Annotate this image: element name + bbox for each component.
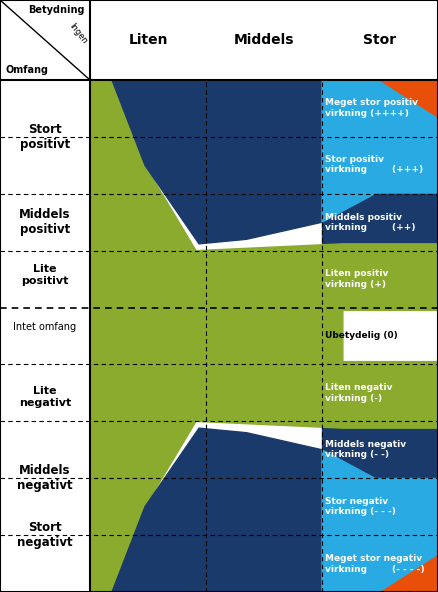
Polygon shape xyxy=(90,80,438,592)
Polygon shape xyxy=(112,80,322,244)
Polygon shape xyxy=(380,555,438,592)
Text: Middels
positivt: Middels positivt xyxy=(19,208,71,236)
Bar xyxy=(322,365,438,422)
Text: Stort
positivt: Stort positivt xyxy=(20,123,70,151)
Text: Stor: Stor xyxy=(364,33,396,47)
Polygon shape xyxy=(380,555,438,592)
Polygon shape xyxy=(322,80,438,222)
Text: Liten negativ
virkning (-): Liten negativ virkning (-) xyxy=(325,383,392,403)
Polygon shape xyxy=(322,450,438,592)
Text: Intet omfang: Intet omfang xyxy=(14,323,77,333)
Bar xyxy=(322,194,438,250)
Polygon shape xyxy=(380,80,438,117)
Text: Stor positiv
virkning        (+++): Stor positiv virkning (+++) xyxy=(325,155,423,174)
Text: Middels positiv
virkning        (++): Middels positiv virkning (++) xyxy=(325,213,416,232)
Text: Meget stor negativ
virkning        (- - - -): Meget stor negativ virkning (- - - -) xyxy=(325,554,424,574)
Bar xyxy=(322,80,438,137)
Text: Liten positiv
virkning (+): Liten positiv virkning (+) xyxy=(325,269,389,289)
Text: Liten: Liten xyxy=(128,33,168,47)
Bar xyxy=(322,535,438,592)
Bar xyxy=(322,137,438,194)
Text: Omfang: Omfang xyxy=(5,65,48,75)
Text: Ingen: Ingen xyxy=(67,21,89,46)
Bar xyxy=(322,250,438,308)
Polygon shape xyxy=(112,428,322,592)
Text: Middels negativ
virkning (- -): Middels negativ virkning (- -) xyxy=(325,440,406,459)
Text: Meget stor positiv
virkning (++++): Meget stor positiv virkning (++++) xyxy=(325,98,418,118)
Text: Middels
negativt: Middels negativt xyxy=(17,464,73,492)
Bar xyxy=(322,308,438,365)
Text: Betydning: Betydning xyxy=(28,5,85,15)
Text: Middels: Middels xyxy=(234,33,294,47)
Bar xyxy=(322,478,438,535)
Polygon shape xyxy=(380,80,438,117)
Text: Lite
positivt: Lite positivt xyxy=(21,264,69,286)
Bar xyxy=(322,422,438,478)
Text: Stort
negativt: Stort negativt xyxy=(17,521,73,549)
Text: Lite
negativt: Lite negativt xyxy=(19,386,71,408)
Text: Ubetydelig (0): Ubetydelig (0) xyxy=(325,332,398,340)
Text: Stor negativ
virkning (- - -): Stor negativ virkning (- - -) xyxy=(325,497,396,516)
